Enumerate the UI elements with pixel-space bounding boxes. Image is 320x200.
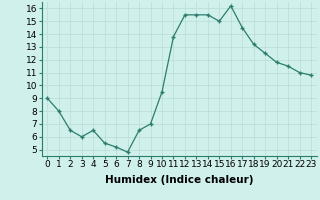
X-axis label: Humidex (Indice chaleur): Humidex (Indice chaleur) <box>105 175 253 185</box>
